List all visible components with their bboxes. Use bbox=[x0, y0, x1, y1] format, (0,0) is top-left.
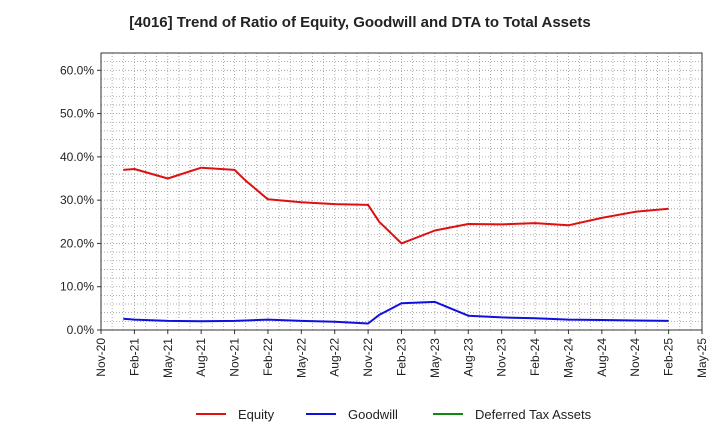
y-tick-label: 20.0% bbox=[60, 236, 94, 250]
x-tick-label: Nov-20 bbox=[94, 338, 108, 377]
y-tick-label: 30.0% bbox=[60, 193, 94, 207]
x-tick-label: May-22 bbox=[294, 338, 308, 378]
axes: 0.0% 10.0% 20.0% 30.0% 40.0% 50.0% 60.0% Nov-20… bbox=[60, 52, 709, 378]
y-tick-label: 60.0% bbox=[60, 63, 94, 77]
y-tick-label: 10.0% bbox=[60, 280, 94, 294]
x-tick-label: Feb-22 bbox=[261, 338, 275, 376]
x-tick-label: Nov-21 bbox=[228, 338, 242, 377]
series-line-goodwill bbox=[123, 300, 669, 325]
chart-title: [4016] Trend of Ratio of Equity, Goodwil… bbox=[129, 14, 591, 31]
x-tick-label: Aug-23 bbox=[461, 338, 475, 377]
plot-border bbox=[100, 52, 703, 331]
x-tick-label: Aug-24 bbox=[595, 338, 609, 377]
x-tick-label: Aug-21 bbox=[194, 338, 208, 377]
x-tick-label: May-23 bbox=[428, 338, 442, 378]
legend-label-deferred-tax-assets: Deferred Tax Assets bbox=[475, 407, 592, 422]
y-tick-label: 40.0% bbox=[60, 150, 94, 164]
x-tick-label: Nov-22 bbox=[361, 338, 375, 377]
legend-label-goodwill: Goodwill bbox=[348, 407, 398, 422]
x-tick-label: Feb-25 bbox=[662, 338, 676, 376]
x-tick-label: May-25 bbox=[695, 338, 709, 378]
series-lines bbox=[123, 166, 669, 325]
x-tick-label: Feb-21 bbox=[127, 338, 141, 376]
x-tick-label: Nov-23 bbox=[495, 338, 509, 377]
x-tick-label: Feb-24 bbox=[528, 338, 542, 376]
x-tick-label: Nov-24 bbox=[628, 338, 642, 377]
x-tick-label: May-21 bbox=[161, 338, 175, 378]
series-line-equity bbox=[123, 166, 669, 245]
legend: Equity Goodwill Deferred Tax Assets bbox=[196, 407, 592, 422]
y-tick-label: 0.0% bbox=[67, 323, 95, 337]
x-tick-label: Aug-22 bbox=[328, 338, 342, 377]
y-tick-label: 50.0% bbox=[60, 107, 94, 121]
x-tick-label: Feb-23 bbox=[395, 338, 409, 376]
x-tick-label: May-24 bbox=[561, 338, 575, 378]
legend-label-equity: Equity bbox=[238, 407, 275, 422]
